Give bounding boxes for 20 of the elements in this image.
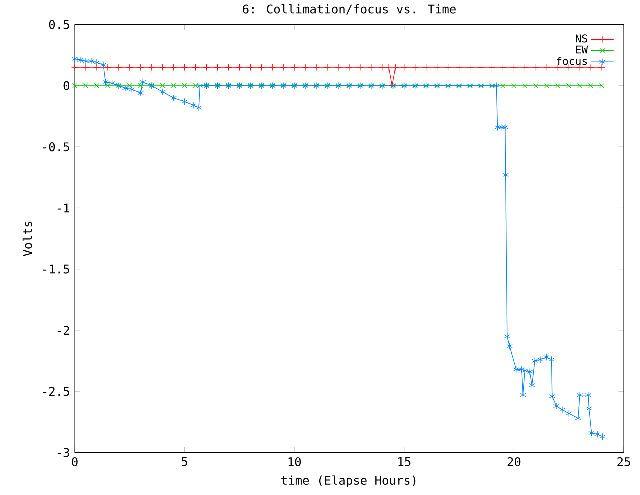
y-tick-label: -1.5 xyxy=(43,265,70,274)
y-tick-label: -2.5 xyxy=(43,387,70,396)
y-tick-label: 0 xyxy=(64,81,70,91)
y-tick-label: -2 xyxy=(58,326,70,336)
chart-title: 6: Collimation/focus vs. Time xyxy=(243,4,456,15)
x-tick-label: 15 xyxy=(398,458,411,466)
y-tick-label: 0.5 xyxy=(49,20,70,30)
x-tick-label: 5 xyxy=(182,458,188,466)
y-tick-label: -3 xyxy=(58,448,70,458)
y-tick-label: -0.5 xyxy=(43,142,70,152)
legend-label: EW xyxy=(576,46,588,54)
x-tick-label: 25 xyxy=(618,458,630,467)
x-axis-title: time (Elapse Hours) xyxy=(282,476,416,488)
x-tick-label: 20 xyxy=(508,458,521,467)
legend-label: focus xyxy=(557,57,588,66)
y-axis-title: Volts xyxy=(22,222,32,257)
x-tick-label: 0 xyxy=(72,458,78,467)
legend-label: NS xyxy=(576,34,588,43)
x-tick-label: 10 xyxy=(288,458,302,467)
y-tick-label: -1 xyxy=(58,204,70,213)
